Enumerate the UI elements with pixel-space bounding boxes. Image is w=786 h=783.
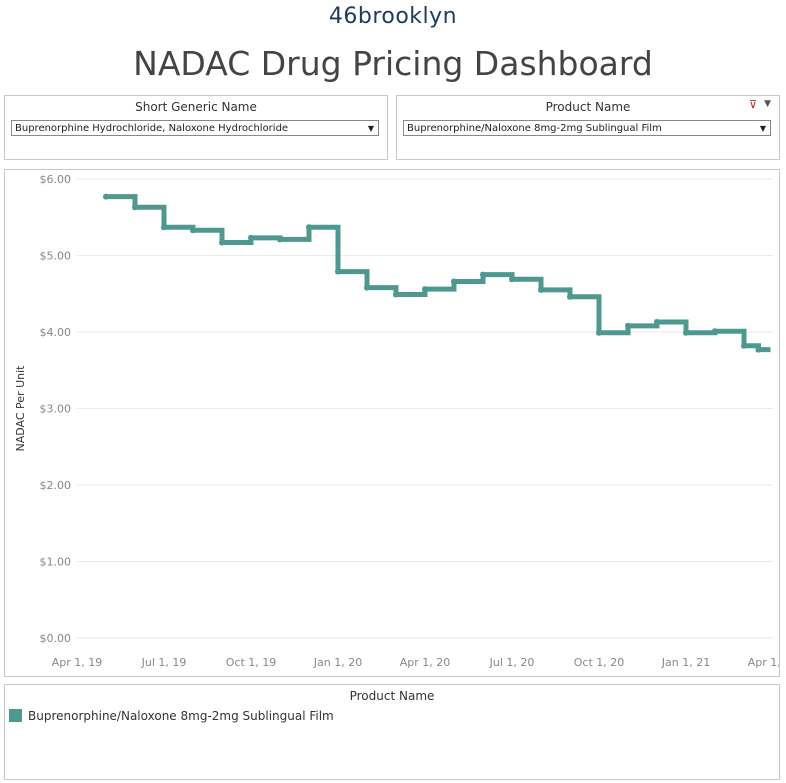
x-tick-label: Jul 1, 19 [141, 656, 187, 669]
data-point [335, 268, 341, 275]
product-name-select[interactable]: Buprenorphine/Naloxone 8mg-2mg Sublingua… [403, 120, 771, 136]
x-tick-label: Jul 1, 20 [489, 656, 535, 669]
data-point [538, 286, 544, 293]
filter-label: Short Generic Name [135, 100, 257, 114]
x-tick-label: Oct 1, 19 [226, 656, 277, 669]
data-point [451, 278, 457, 285]
x-tick-label: Apr 1, 21 [748, 656, 779, 669]
y-tick-label: $2.00 [40, 479, 72, 492]
y-tick-label: $5.00 [40, 250, 72, 263]
data-point [132, 204, 138, 211]
legend-swatch[interactable] [9, 709, 22, 722]
page-title: NADAC Drug Pricing Dashboard [133, 44, 653, 83]
y-tick-label: $0.00 [40, 632, 72, 645]
data-point [596, 329, 602, 336]
data-point [712, 328, 718, 335]
data-point [567, 293, 573, 300]
filter-short-generic-name: Short Generic Name Buprenorphine Hydroch… [4, 95, 388, 160]
data-point [103, 193, 109, 200]
y-tick-label: $6.00 [40, 173, 72, 186]
logo: 46brooklyn [328, 4, 458, 29]
y-tick-label: $1.00 [40, 556, 72, 569]
x-tick-label: Oct 1, 20 [574, 656, 625, 669]
data-point [219, 239, 225, 246]
data-point [755, 346, 762, 353]
data-point [248, 234, 254, 241]
dropdown-arrow-icon: ▼ [367, 124, 374, 133]
legend-item-label[interactable]: Buprenorphine/Naloxone 8mg-2mg Sublingua… [28, 709, 334, 723]
filter-menu-icon[interactable]: ▼ [764, 99, 771, 109]
data-point [741, 342, 747, 349]
y-axis-label: NADAC Per Unit [14, 365, 27, 452]
generic-name-select[interactable]: Buprenorphine Hydrochloride, Naloxone Hy… [11, 120, 379, 136]
x-tick-label: Apr 1, 19 [52, 656, 103, 669]
clear-filter-icon[interactable]: ⊽ [748, 98, 757, 111]
x-tick-label: Jan 1, 21 [661, 656, 710, 669]
data-point [683, 329, 689, 336]
data-point [480, 271, 486, 278]
x-tick-label: Jan 1, 20 [313, 656, 362, 669]
legend: Product Name Buprenorphine/Naloxone 8mg-… [4, 684, 780, 780]
data-point [306, 224, 312, 231]
chart-svg: $6.00 $5.00 $4.00 $3.00 $2.00 $1.00 $0.00 Apr … [14, 173, 786, 669]
legend-title: Product Name [349, 689, 435, 703]
filter-product-name: Product Name ⊽ ▼ Buprenorphine/Naloxone … [396, 95, 780, 160]
data-point [277, 236, 283, 243]
select-value: Buprenorphine Hydrochloride, Naloxone Hy… [15, 123, 289, 134]
data-point [364, 284, 370, 291]
data-point [654, 319, 660, 326]
data-point [393, 291, 399, 298]
filter-label: Product Name [545, 100, 631, 114]
y-tick-label: $4.00 [40, 326, 72, 339]
data-point [422, 286, 428, 293]
data-point [190, 227, 196, 234]
y-tick-label: $3.00 [40, 403, 72, 416]
data-point [625, 322, 631, 329]
dropdown-arrow-icon: ▼ [759, 124, 766, 133]
price-chart: $6.00 $5.00 $4.00 $3.00 $2.00 $1.00 $0.00 Apr … [4, 169, 786, 677]
x-tick-label: Apr 1, 20 [400, 656, 451, 669]
data-point [161, 224, 167, 231]
series-line[interactable] [106, 194, 771, 353]
data-point [509, 276, 515, 283]
select-value: Buprenorphine/Naloxone 8mg-2mg Sublingua… [407, 123, 662, 134]
